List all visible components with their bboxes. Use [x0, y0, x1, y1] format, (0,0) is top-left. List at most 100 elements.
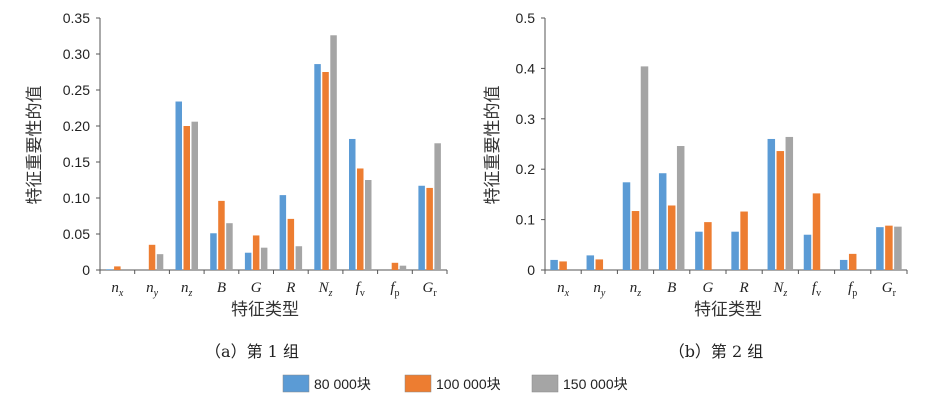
bar-a-fv-s3: [365, 180, 372, 270]
caption-b: （b）第 2 组: [669, 342, 764, 361]
bar-b-nz-s3: [640, 66, 649, 270]
bar-a-Nz-s2: [322, 72, 329, 270]
bar-a-B-s3: [226, 223, 233, 270]
bar-b-nx-s2: [559, 261, 567, 270]
caption-a: （a）第 1 组: [205, 342, 299, 361]
y-tick-label-b: 0.5: [516, 10, 536, 26]
bar-a-R-s3: [295, 246, 303, 270]
y-tick-label-a: 0.20: [63, 118, 90, 134]
bar-b-Nz-s3: [785, 136, 794, 270]
x-tick-label-b: ny: [593, 280, 606, 299]
legend-swatch-100000: [404, 374, 432, 393]
bar-a-R-s2: [287, 218, 295, 270]
bar-b-nz-s2: [631, 211, 640, 270]
bar-a-G-s2: [252, 235, 260, 270]
legend-swatch-150000: [531, 374, 559, 393]
bar-a-fp-s3: [399, 265, 407, 270]
bar-b-fp-s2: [848, 253, 857, 270]
bar-a-fv-s2: [357, 168, 364, 270]
x-tick-label-a: B: [217, 280, 226, 296]
legend-label-150000: 150 000块: [563, 376, 628, 392]
x-tick-label-b: B: [667, 280, 676, 296]
bar-b-R-s1: [731, 231, 739, 270]
bar-b-fv-s1: [803, 234, 812, 270]
bar-a-fp-s2: [391, 262, 399, 270]
bar-b-Gr-s3: [894, 226, 902, 270]
bar-b-Nz-s2: [776, 151, 785, 270]
bar-b-B-s2: [667, 205, 676, 270]
y-tick-label-b: 0: [527, 262, 535, 278]
bar-b-Gr-s2: [885, 225, 893, 270]
legend-label-80000: 80 000块: [314, 376, 371, 392]
bar-b-fv-s2: [812, 193, 821, 270]
bar-b-Nz-s1: [767, 138, 776, 270]
bar-a-G-s3: [260, 247, 268, 270]
x-tick-label-a: nx: [111, 280, 124, 299]
bar-a-nz-s1: [175, 101, 182, 271]
y-tick-label-b: 0.2: [516, 161, 536, 177]
bar-b-ny-s1: [586, 255, 595, 270]
bar-a-nz-s3: [191, 121, 198, 271]
x-tick-label-a: R: [285, 280, 295, 296]
chart-panel-a: 0 0.05 0.10 0.15 0.20 0.25 0.30 0.35 nx ny nz B G R Nz…: [25, 10, 448, 320]
bar-a-B-s2: [218, 200, 225, 270]
x-tick-label-b: Nz: [772, 280, 787, 299]
x-tick-label-a: fp: [390, 280, 399, 299]
bar-a-Gr-s1: [418, 185, 425, 270]
y-tick-label-b: 0.3: [516, 111, 536, 127]
y-tick-label-b: 0.4: [516, 60, 536, 76]
x-tick-label-b: Gr: [882, 280, 897, 299]
bar-a-ny-s3: [156, 254, 164, 270]
bar-a-nx-s2: [114, 266, 121, 270]
x-tick-label-b: G: [702, 280, 713, 296]
bar-a-ny-s2: [148, 244, 156, 270]
bar-b-nz-s1: [622, 182, 631, 270]
bar-a-R-s1: [279, 195, 287, 270]
bar-a-Gr-s2: [426, 187, 433, 270]
bar-a-Nz-s3: [330, 35, 337, 270]
bar-a-Gr-s3: [434, 143, 441, 270]
bar-a-nx-s1: [106, 269, 113, 270]
legend-label-100000: 100 000块: [436, 376, 501, 392]
y-tick-label-a: 0.15: [63, 154, 90, 170]
x-tick-label-b: nx: [557, 280, 570, 299]
bar-a-B-s1: [210, 233, 217, 270]
bar-a-Nz-s1: [314, 64, 321, 270]
x-tick-label-b: fv: [812, 280, 821, 299]
y-axis-title-b: 特征重要性的值: [483, 86, 503, 205]
chart-panel-b: 0 0.1 0.2 0.3 0.4 0.5 nx ny nz B G R Nz fv fp Gr 特征重要性的值…: [483, 10, 908, 320]
x-tick-label-b: R: [739, 280, 749, 296]
x-tick-label-a: Gr: [423, 280, 438, 299]
bar-a-nz-s2: [183, 126, 190, 270]
y-tick-label-a: 0.05: [63, 226, 90, 242]
y-axis-title-a: 特征重要性的值: [25, 86, 45, 205]
y-tick-label-a: 0: [82, 262, 90, 278]
legend: 80 000块 100 000块 150 000块: [282, 374, 628, 393]
bar-a-fv-s1: [349, 138, 356, 270]
bar-b-G-s2: [704, 222, 712, 270]
x-tick-label-a: fv: [356, 280, 365, 299]
bar-b-ny-s2: [595, 259, 604, 270]
bar-b-R-s2: [740, 211, 748, 270]
y-tick-label-b: 0.1: [516, 212, 536, 228]
x-axis-title-b: 特征类型: [694, 300, 762, 320]
legend-swatch-80000: [282, 374, 310, 393]
bar-b-fp-s1: [839, 259, 848, 270]
bar-b-B-s1: [658, 173, 667, 270]
y-tick-label-a: 0.25: [63, 82, 90, 98]
y-tick-label-a: 0.30: [63, 46, 90, 62]
x-tick-label-b: fp: [848, 280, 857, 299]
x-tick-label-a: nz: [181, 280, 193, 299]
bar-b-B-s3: [676, 146, 685, 270]
bar-b-G-s1: [695, 231, 703, 270]
x-tick-label-a: G: [251, 280, 262, 296]
bar-b-Gr-s1: [876, 227, 884, 270]
x-axis-title-a: 特征类型: [231, 300, 299, 320]
x-tick-label-b: nz: [630, 280, 642, 299]
x-tick-label-a: Nz: [318, 280, 333, 299]
y-tick-label-a: 0.35: [63, 10, 90, 26]
x-tick-label-a: ny: [146, 280, 159, 299]
y-tick-label-a: 0.10: [63, 190, 90, 206]
bar-a-G-s1: [244, 252, 252, 270]
